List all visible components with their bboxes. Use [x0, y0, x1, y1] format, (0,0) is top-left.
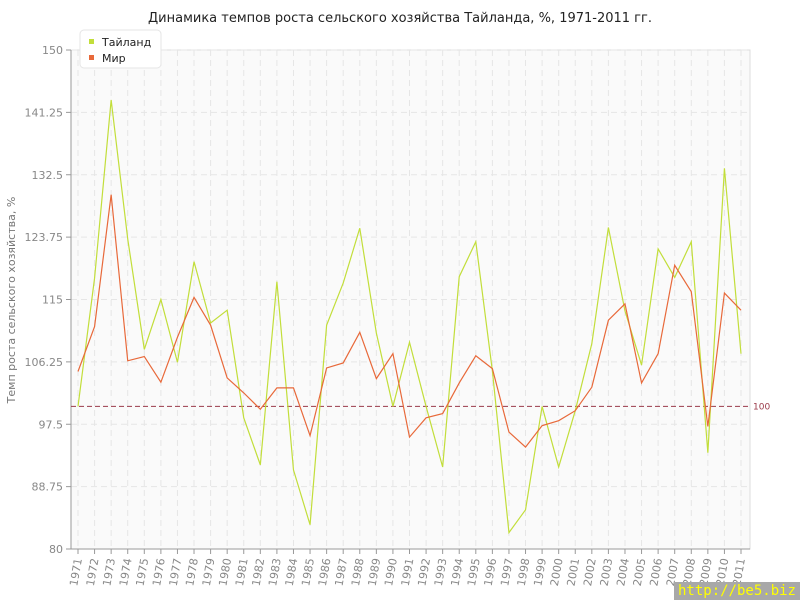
x-tick-label: 1972	[84, 557, 102, 587]
x-tick-label: 1980	[216, 557, 234, 587]
x-tick-label: 1989	[366, 557, 384, 587]
legend-label-thailand: Тайланд	[101, 36, 152, 49]
x-tick-label: 1971	[67, 557, 85, 587]
y-tick-label: 80	[49, 543, 63, 556]
x-tick-label: 2001	[565, 557, 583, 587]
watermark: http://be5.biz	[673, 582, 800, 600]
y-tick-label: 123.75	[25, 231, 64, 244]
x-tick-label: 1987	[332, 557, 350, 587]
x-tick-label: 1998	[515, 557, 533, 587]
x-tick-label: 1983	[266, 557, 284, 587]
x-tick-label: 1991	[399, 557, 417, 587]
legend-swatch-world	[89, 55, 94, 60]
x-tick-label: 2010	[714, 557, 732, 587]
y-tick-label: 88.75	[32, 481, 64, 494]
y-tick-label: 106.25	[25, 356, 64, 369]
chart-title: Динамика темпов роста сельского хозяйств…	[148, 11, 652, 26]
x-tick-label: 2003	[598, 557, 616, 587]
x-tick-label: 1984	[283, 557, 301, 587]
x-tick-label: 1985	[299, 557, 317, 587]
legend-swatch-thailand	[89, 39, 94, 44]
x-tick-label: 1976	[150, 557, 168, 587]
x-tick-label: 1994	[449, 557, 467, 587]
y-tick-label: 115	[42, 294, 63, 307]
reference-line-label: 100	[753, 402, 770, 412]
y-tick-label: 150	[42, 44, 63, 57]
x-tick-label: 1993	[432, 557, 450, 587]
x-tick-label: 2009	[697, 557, 715, 587]
x-tick-label: 1977	[167, 557, 185, 587]
x-tick-label: 1979	[200, 557, 218, 587]
x-tick-label: 1997	[498, 557, 516, 587]
x-tick-label: 1978	[183, 557, 201, 587]
x-tick-label: 2005	[631, 557, 649, 587]
x-tick-label: 1996	[482, 557, 500, 587]
x-tick-label: 2008	[681, 557, 699, 587]
x-tick-label: 1988	[349, 557, 367, 587]
series-line-world	[77, 194, 742, 448]
x-tick-label: 1974	[117, 557, 135, 587]
y-tick-label: 141.25	[25, 106, 64, 119]
x-tick-label: 1990	[382, 557, 400, 587]
y-tick-label: 97.5	[39, 418, 64, 431]
x-tick-label: 1999	[531, 557, 549, 587]
x-tick-label: 2006	[647, 557, 665, 587]
x-tick-label: 1995	[465, 557, 483, 587]
x-tick-label: 1992	[415, 557, 433, 587]
x-tick-label: 1986	[316, 557, 334, 587]
x-tick-label: 1973	[100, 557, 118, 587]
x-tick-label: 2002	[581, 557, 599, 587]
x-tick-label: 1975	[134, 557, 152, 587]
x-tick-label: 2007	[664, 557, 682, 587]
x-tick-label: 2004	[614, 557, 632, 587]
legend-box	[79, 29, 162, 69]
x-tick-label: 2000	[548, 557, 566, 587]
legend-label-world: Мир	[102, 52, 126, 65]
x-tick-label: 1982	[250, 557, 268, 587]
y-tick-label: 132.5	[32, 169, 64, 182]
x-tick-label: 1981	[233, 557, 251, 587]
legend: Тайланд Мир	[79, 29, 162, 69]
x-tick-label: 2011	[730, 557, 748, 587]
y-axis-label: Темп роста сельского хозяйства, %	[5, 197, 18, 405]
